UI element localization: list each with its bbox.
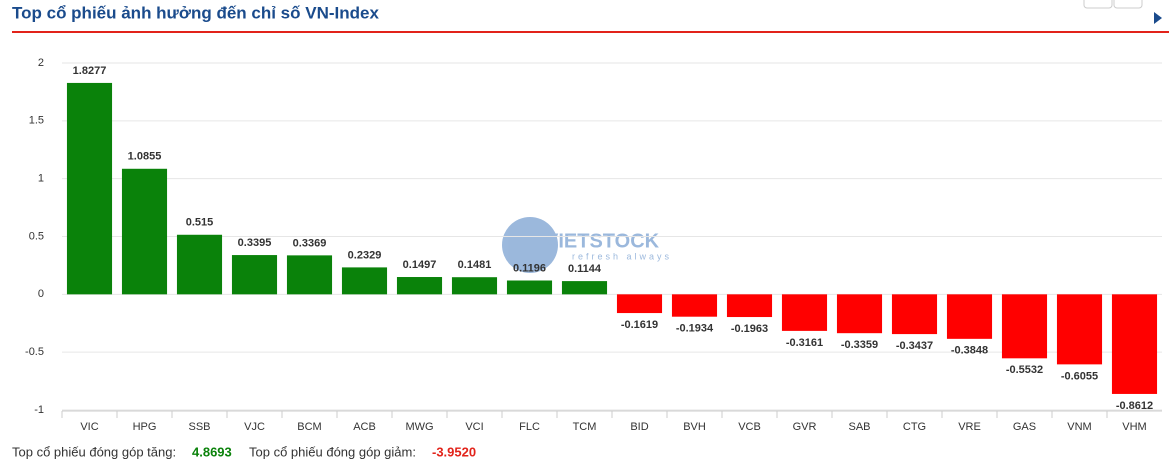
value-label: 0.3369 — [293, 237, 327, 249]
loss-value: -3.9520 — [432, 444, 476, 459]
value-label: 0.3395 — [238, 237, 272, 249]
x-tick-label: GVR — [793, 421, 817, 433]
x-tick-label: CTG — [903, 421, 926, 433]
x-tick-label: VCI — [465, 421, 483, 433]
value-label: -0.5532 — [1006, 364, 1043, 376]
bar — [671, 294, 718, 317]
x-tick-label: FLC — [519, 421, 540, 433]
x-tick-label: VCB — [738, 421, 761, 433]
x-tick-label: SSB — [188, 421, 210, 433]
value-label: 0.1144 — [568, 263, 602, 275]
y-tick-label: -0.5 — [25, 346, 44, 358]
bar — [781, 294, 828, 331]
value-label: -0.3848 — [951, 345, 988, 357]
gain-value: 4.8693 — [192, 444, 232, 459]
bar — [1111, 294, 1158, 394]
y-tick-label: 2 — [38, 57, 44, 69]
x-tick-label: MWG — [405, 421, 433, 433]
bar — [726, 294, 773, 318]
y-tick-label: 0.5 — [29, 230, 44, 242]
loss-label: Top cổ phiếu đóng góp giảm: — [249, 444, 416, 459]
y-tick-label: 0 — [38, 288, 44, 300]
x-tick-label: VJC — [244, 421, 265, 433]
watermark-logo — [502, 217, 558, 273]
bar — [561, 281, 608, 295]
value-label: 0.2329 — [348, 249, 382, 261]
bar — [231, 255, 278, 295]
bar — [396, 277, 443, 295]
bar — [286, 255, 333, 295]
play-button[interactable] — [1154, 12, 1162, 24]
gain-label: Top cổ phiếu đóng góp tăng: — [12, 444, 176, 459]
y-tick-label: 1 — [38, 173, 44, 185]
watermark-brand: VIETSTOCK — [545, 230, 660, 252]
value-label: 1.8277 — [73, 65, 107, 77]
x-tick-label: BID — [630, 421, 648, 433]
x-tick-label: BVH — [683, 421, 706, 433]
value-label: -0.8612 — [1116, 400, 1153, 412]
chart-title: Top cổ phiếu ảnh hưởng đến chỉ số VN-Ind… — [12, 3, 379, 22]
bar — [66, 82, 113, 295]
y-tick-label: 1.5 — [29, 115, 44, 127]
bar — [1001, 294, 1048, 359]
x-tick-label: VNM — [1067, 421, 1091, 433]
y-tick-label: -1 — [34, 404, 44, 416]
watermark: VIETSTOCK refresh always — [502, 217, 672, 273]
value-label: -0.3359 — [841, 339, 878, 351]
x-tick-label: BCM — [297, 421, 321, 433]
x-tick-label: GAS — [1013, 421, 1036, 433]
value-label: -0.1934 — [676, 323, 714, 335]
bar — [341, 267, 388, 295]
x-tick-label: VRE — [958, 421, 981, 433]
bar — [506, 280, 553, 295]
value-label: -0.1963 — [731, 323, 768, 335]
bar — [836, 294, 883, 334]
x-tick-label: VIC — [80, 421, 98, 433]
bar — [1056, 294, 1103, 365]
value-label: -0.3161 — [786, 337, 823, 349]
bar — [176, 234, 223, 295]
value-label: -0.3437 — [896, 340, 933, 352]
bar — [616, 294, 663, 314]
value-label: -0.6055 — [1061, 370, 1098, 382]
x-tick-label: SAB — [848, 421, 870, 433]
bar — [946, 294, 993, 339]
x-tick-label: TCM — [573, 421, 597, 433]
bar — [891, 294, 938, 335]
next-button[interactable] — [1113, 0, 1143, 9]
x-tick-label: ACB — [353, 421, 376, 433]
value-label: -0.1619 — [621, 319, 658, 331]
bar — [451, 277, 498, 295]
value-label: 0.1196 — [513, 262, 546, 274]
x-tick-label: VHM — [1122, 421, 1146, 433]
value-label: 0.1497 — [403, 259, 437, 271]
x-tick-label: HPG — [133, 421, 157, 433]
bar — [121, 168, 168, 295]
value-label: 0.515 — [186, 217, 214, 229]
watermark-tagline: refresh always — [572, 251, 672, 261]
value-label: 1.0855 — [128, 151, 162, 163]
value-label: 0.1481 — [458, 259, 492, 271]
prev-button[interactable] — [1083, 0, 1113, 9]
